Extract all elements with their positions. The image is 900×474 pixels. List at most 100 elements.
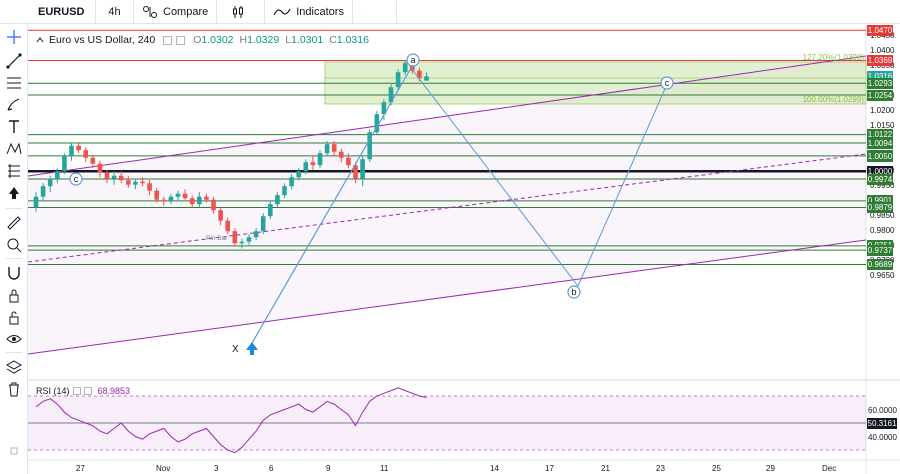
candle-body	[239, 241, 245, 244]
compare-button[interactable]: Compare	[134, 0, 218, 24]
settings-icon[interactable]	[5, 442, 23, 460]
text-icon[interactable]	[5, 118, 23, 136]
candle-body	[189, 198, 195, 205]
point-c-right-marker	[660, 76, 674, 90]
time-axis-label: 9	[326, 464, 331, 473]
legend-toggle-2[interactable]	[176, 35, 186, 45]
candle-body	[118, 175, 124, 181]
rsi-toggle-2[interactable]	[83, 387, 92, 395]
trash-icon[interactable]	[5, 380, 23, 398]
fib-bottom-label: 100.00%(1.0299)	[803, 95, 865, 104]
candle-body	[83, 150, 88, 158]
close-label: C	[329, 34, 337, 46]
legend-toggle-1[interactable]	[163, 35, 173, 45]
price-chart[interactable]: a b c c X 127.20%(1.0398) 100.00%(1.0299) Pin B…	[28, 24, 900, 474]
collapse-icon[interactable]	[36, 36, 44, 44]
candle-body	[353, 165, 358, 179]
candle-body	[90, 157, 96, 164]
price-level-tag: 1.0316	[867, 70, 893, 82]
price-level-tag: 0.9879	[867, 202, 893, 213]
price-axis-label: 1.0400	[870, 46, 895, 56]
candle-body	[381, 102, 387, 115]
price-axis-label: 0.9950	[870, 181, 895, 191]
rsi-value-tag: 50.3161	[867, 418, 897, 429]
candle-body	[147, 183, 152, 191]
candle-body	[161, 199, 167, 202]
redo-button[interactable]	[375, 0, 397, 24]
interval-button[interactable]: 4h	[96, 0, 134, 24]
candle-body	[69, 145, 74, 157]
price-axis-label: 1.0450	[870, 31, 895, 41]
symbol-search-button[interactable]: EURUSD	[0, 0, 96, 24]
rsi-label: RSI (14)	[36, 386, 70, 396]
rsi-value: 68.9853	[97, 386, 131, 396]
candle-body	[324, 144, 330, 154]
candle-body	[126, 180, 131, 185]
close-value: 1.0316	[336, 34, 369, 46]
candle-body	[339, 151, 344, 158]
candle-body	[268, 204, 273, 217]
candles-icon	[233, 5, 244, 18]
price-level-tag: 1.0369	[867, 55, 893, 66]
candle-body	[424, 76, 429, 81]
open-label: O	[193, 34, 202, 46]
eye-icon[interactable]	[5, 330, 23, 348]
arrow-up-icon[interactable]	[5, 184, 23, 202]
channel-lower-line	[28, 239, 867, 355]
magnet-icon[interactable]	[5, 264, 23, 282]
candle-body	[374, 114, 380, 133]
rsi-toggle-1[interactable]	[72, 387, 81, 395]
candle-body	[395, 72, 401, 88]
rsi-line	[35, 387, 427, 454]
candle-body	[204, 196, 209, 200]
indicators-button[interactable]: Indicators	[265, 0, 353, 24]
candle-body	[33, 196, 39, 208]
low-value: 1.0301	[291, 34, 324, 46]
candle-body	[260, 216, 266, 232]
time-axis-label: 11	[380, 464, 389, 473]
price-axis-label: 0.9650	[870, 271, 895, 281]
undo-button[interactable]	[353, 0, 375, 24]
candle-body	[360, 159, 365, 179]
draw-lock-icon[interactable]	[5, 286, 23, 304]
compare-label: Compare	[163, 5, 209, 18]
high-value: 1.0329	[247, 34, 280, 46]
point-b-label: b	[571, 287, 576, 297]
compare-icon	[143, 5, 157, 18]
time-axis-label: 21	[601, 464, 610, 473]
fib-retracement-icon[interactable]	[5, 74, 23, 92]
zoom-icon[interactable]	[5, 236, 23, 254]
chart-type-button[interactable]	[217, 0, 266, 24]
trend-line-icon[interactable]	[5, 52, 23, 70]
channel-upper-line	[28, 55, 867, 177]
pin-bar-label: Pin Bar	[206, 235, 228, 242]
forecast-icon[interactable]	[5, 162, 23, 180]
candle-body	[40, 186, 46, 197]
candle-body	[282, 186, 287, 196]
price-level-tag: 1.0050	[867, 150, 893, 162]
lock-icon[interactable]	[5, 308, 23, 326]
brush-icon[interactable]	[5, 96, 23, 114]
rsi-legend: RSI (14) 68.9853	[36, 386, 130, 396]
time-axis-label: Nov	[156, 464, 171, 473]
ruler-icon[interactable]	[5, 214, 23, 232]
pattern-icon[interactable]	[5, 140, 23, 158]
open-value: 1.0302	[201, 34, 234, 46]
candle-body	[47, 178, 53, 187]
undo-icon	[361, 11, 362, 12]
price-axis-label: 1.0150	[870, 121, 895, 131]
time-axis-label: 6	[269, 464, 274, 473]
candle-body	[175, 193, 181, 197]
point-a-label: a	[410, 55, 415, 65]
fib-top-label: 127.20%(1.0398)	[803, 53, 865, 62]
candle-body	[275, 195, 280, 205]
crosshair-icon[interactable]	[5, 28, 23, 46]
price-level-tag: 1.0094	[867, 137, 893, 149]
layers-icon[interactable]	[5, 358, 23, 376]
high-label: H	[239, 34, 248, 46]
top-toolbar: EURUSD 4h Compare Indicators	[0, 0, 900, 24]
candle-body	[246, 237, 252, 242]
indicators-label: Indicators	[296, 5, 344, 18]
point-c-left-marker	[69, 172, 83, 186]
